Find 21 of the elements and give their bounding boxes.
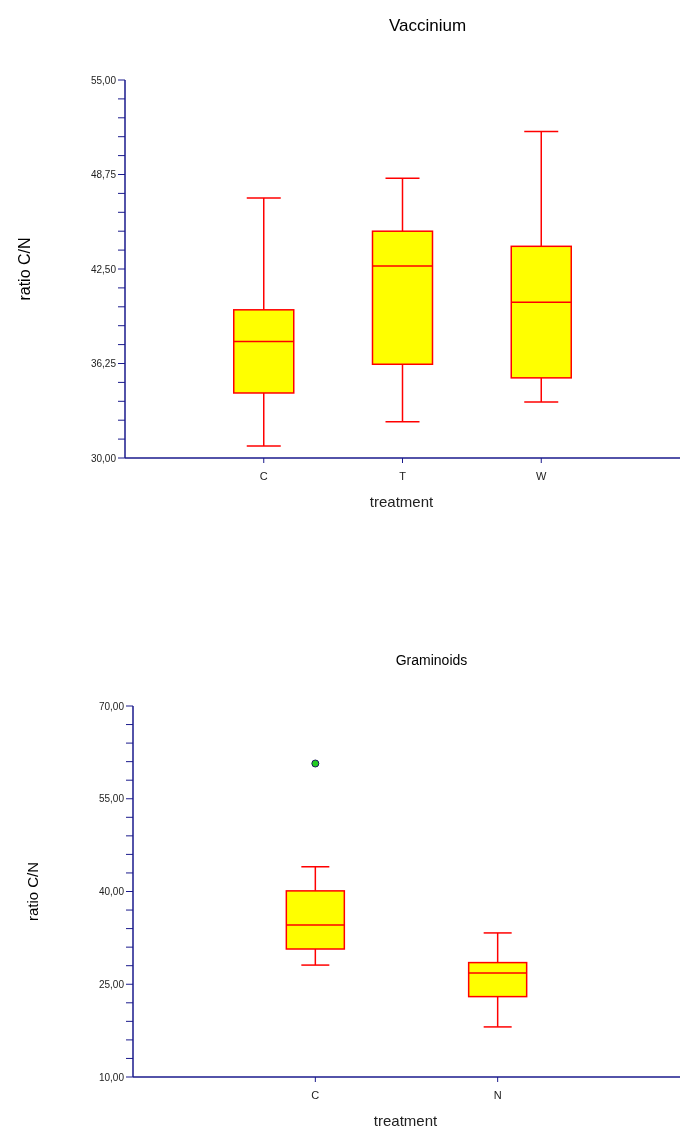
y-axis-title: ratio C/N — [24, 861, 41, 922]
chart-title: Graminoids — [395, 652, 468, 668]
y-tick-label: 10,00 — [98, 1071, 125, 1083]
y-axis-title: ratio C/N — [16, 237, 33, 301]
x-axis-title: treatment — [369, 493, 435, 510]
y-tick-label: 36,25 — [90, 358, 117, 369]
y-tick-label: 55,00 — [98, 793, 125, 805]
y-tick-label: 25,00 — [98, 978, 125, 990]
x-axis-title: treatment — [373, 1112, 439, 1129]
x-tick-label: C — [311, 1089, 320, 1101]
chart-title: Vaccinium — [388, 16, 467, 35]
y-tick-label: 48,75 — [90, 169, 117, 180]
y-tick-label: 70,00 — [98, 700, 125, 712]
x-tick-label: C — [259, 470, 268, 482]
y-tick-label: 42,50 — [90, 263, 117, 275]
y-tick-label: 55,00 — [90, 74, 117, 86]
y-tick-label: 40,00 — [98, 886, 125, 897]
y-tick-label: 30,00 — [90, 452, 117, 464]
x-tick-label: W — [536, 470, 548, 482]
x-tick-label: T — [399, 470, 407, 482]
x-tick-label: N — [493, 1089, 502, 1101]
